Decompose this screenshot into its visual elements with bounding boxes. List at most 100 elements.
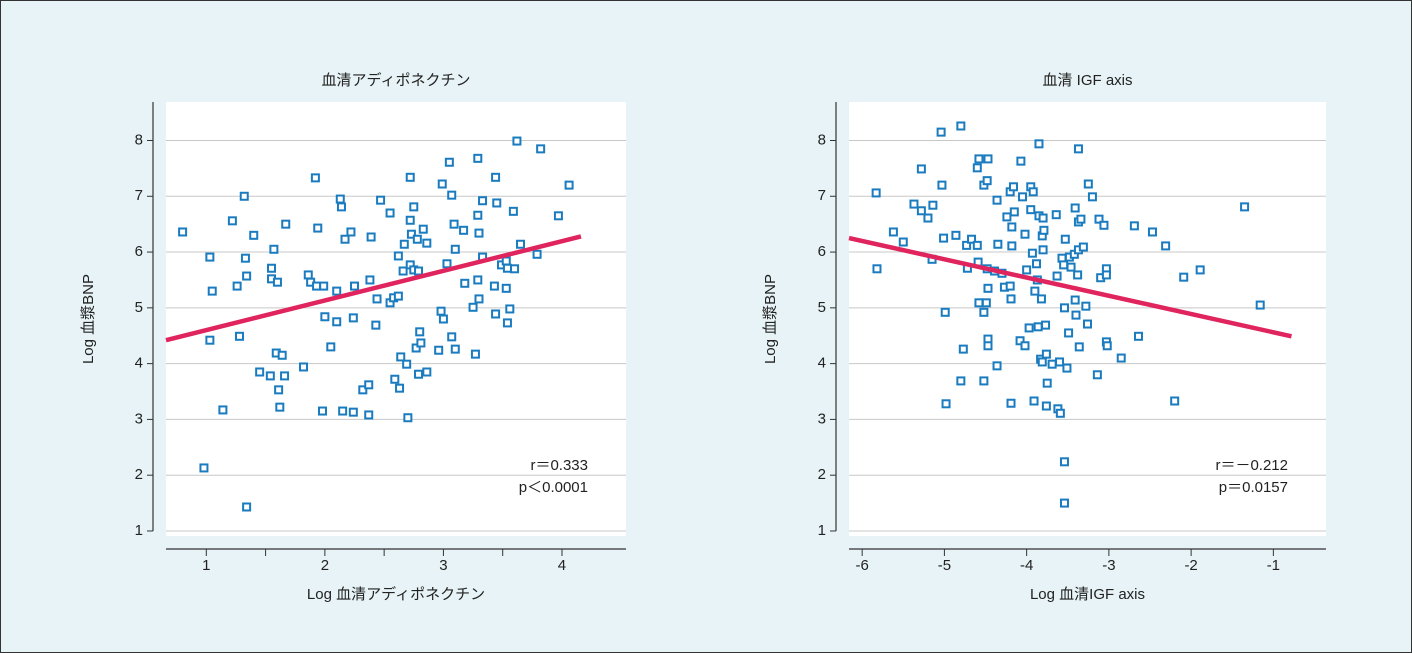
- data-point: [1083, 319, 1092, 329]
- data-point: [1052, 271, 1062, 281]
- data-point: [1006, 398, 1016, 408]
- data-point: [1038, 213, 1048, 223]
- data-point: [983, 283, 993, 293]
- data-point: [1005, 281, 1015, 291]
- data-point: [489, 281, 499, 291]
- data-point: [936, 127, 946, 137]
- data-point: [227, 216, 237, 226]
- data-point: [393, 251, 403, 261]
- data-point: [385, 208, 395, 218]
- data-point: [460, 278, 470, 288]
- y-tick-label: 5: [135, 299, 143, 316]
- data-point: [1074, 342, 1084, 352]
- data-point: [459, 225, 469, 235]
- data-point: [372, 294, 382, 304]
- data-point: [1070, 203, 1080, 213]
- data-point: [1029, 396, 1039, 406]
- data-point: [235, 331, 245, 341]
- data-point: [326, 342, 336, 352]
- data-point: [364, 380, 374, 390]
- y-tick-label: 8: [135, 131, 143, 148]
- data-point: [1016, 156, 1026, 166]
- data-point: [492, 198, 502, 208]
- data-point: [338, 406, 348, 416]
- data-point: [1002, 212, 1012, 222]
- data-point: [1028, 187, 1038, 197]
- data-point: [415, 327, 425, 337]
- y-tick-label: 4: [135, 355, 143, 372]
- x-tick-label: -4: [1020, 557, 1033, 574]
- data-point: [447, 332, 457, 342]
- data-point: [1129, 221, 1139, 231]
- x-tick-label: 3: [439, 557, 447, 574]
- stat-annotation: p＜0.0001: [519, 479, 588, 496]
- data-point: [982, 176, 992, 186]
- data-point: [312, 281, 322, 291]
- chart-title: 血清 IGF axis: [1042, 72, 1132, 89]
- data-point: [992, 361, 1002, 371]
- y-tick-label: 7: [135, 187, 143, 204]
- y-axis-label: Log 血漿BNP: [80, 274, 97, 364]
- data-point: [399, 239, 409, 249]
- y-tick-label: 6: [818, 243, 826, 260]
- x-tick-label: -1: [1267, 557, 1280, 574]
- data-point: [437, 179, 447, 189]
- data-point: [478, 196, 488, 206]
- data-point: [405, 172, 415, 182]
- data-point: [269, 244, 279, 254]
- data-point: [436, 306, 446, 316]
- data-point: [1073, 144, 1083, 154]
- data-point: [412, 234, 422, 244]
- x-axis-label: Log 血清IGF axis: [1030, 586, 1145, 603]
- x-tick-label: -6: [855, 557, 868, 574]
- y-axis-label: Log 血漿BNP: [762, 274, 779, 364]
- data-point: [536, 144, 546, 154]
- stat-annotation: p＝0.0157: [1219, 479, 1288, 496]
- data-point: [340, 234, 350, 244]
- data-point: [1020, 229, 1030, 239]
- data-point: [1071, 310, 1081, 320]
- regression-line: [165, 234, 582, 343]
- data-point: [1094, 214, 1104, 224]
- y-tick-label: 6: [135, 243, 143, 260]
- data-point: [249, 230, 259, 240]
- data-point: [501, 256, 511, 266]
- data-point: [470, 349, 480, 359]
- data-point: [366, 232, 376, 242]
- data-point: [1059, 498, 1069, 508]
- data-point: [218, 405, 228, 415]
- data-point: [983, 341, 993, 351]
- data-point: [390, 374, 400, 384]
- data-point: [411, 343, 421, 353]
- y-tick-label: 8: [818, 131, 826, 148]
- data-point: [1081, 301, 1091, 311]
- x-tick-label: 4: [558, 557, 566, 574]
- data-point: [1060, 234, 1070, 244]
- data-point: [1024, 323, 1034, 333]
- data-point: [501, 283, 511, 293]
- data-point: [979, 307, 989, 317]
- data-point: [974, 154, 984, 164]
- data-point: [348, 407, 358, 417]
- data-point: [1051, 210, 1061, 220]
- data-point: [992, 195, 1002, 205]
- data-point: [450, 244, 460, 254]
- data-point: [1034, 139, 1044, 149]
- x-tick-label: 1: [202, 557, 210, 574]
- data-point: [442, 259, 452, 269]
- data-point: [239, 191, 249, 201]
- data-point: [1101, 270, 1111, 280]
- data-point: [1009, 207, 1019, 217]
- data-point: [418, 224, 428, 234]
- data-point: [979, 376, 989, 386]
- data-point: [1087, 192, 1097, 202]
- data-point: [406, 229, 416, 239]
- data-point: [434, 345, 444, 355]
- data-point: [1076, 214, 1086, 224]
- data-point: [1102, 341, 1112, 351]
- chart-title: 血清アディポネクチン: [322, 71, 471, 89]
- data-point: [1147, 227, 1157, 237]
- y-tick-label: 1: [135, 522, 143, 539]
- data-point: [491, 172, 501, 182]
